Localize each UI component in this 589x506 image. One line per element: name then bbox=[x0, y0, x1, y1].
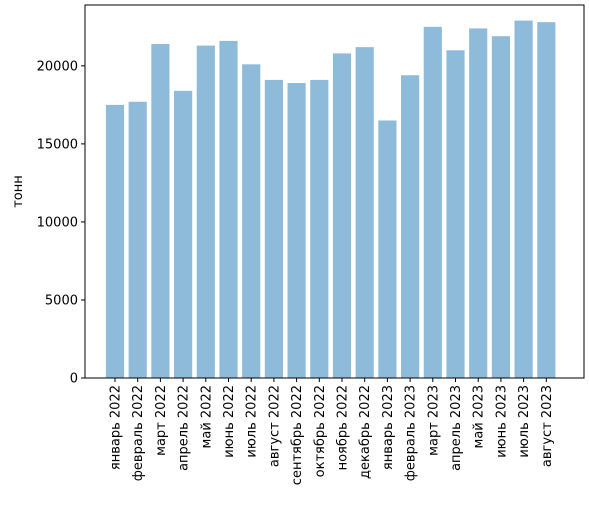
x-tick-label: октябрь 2022 bbox=[313, 385, 328, 477]
bar bbox=[401, 75, 420, 378]
x-tick-label: ноябрь 2022 bbox=[336, 385, 351, 470]
x-tick-label: май 2023 bbox=[472, 385, 487, 448]
x-tick-label: июнь 2022 bbox=[222, 385, 237, 458]
bars-group bbox=[105, 20, 556, 379]
x-tick-label: февраль 2022 bbox=[131, 385, 146, 481]
y-tick-label: 20000 bbox=[37, 59, 78, 74]
bar bbox=[491, 36, 510, 379]
y-tick-label: 5000 bbox=[45, 293, 78, 308]
x-tick-label: июнь 2023 bbox=[494, 385, 509, 458]
bar bbox=[264, 79, 283, 378]
bar bbox=[423, 26, 442, 378]
bar bbox=[219, 40, 238, 379]
bar bbox=[128, 101, 147, 378]
bar bbox=[174, 90, 193, 378]
x-tick-label: январь 2022 bbox=[109, 385, 124, 470]
x-tick-label: март 2023 bbox=[426, 385, 441, 456]
x-tick-label: август 2022 bbox=[267, 385, 282, 467]
x-tick-label: март 2022 bbox=[154, 385, 169, 456]
y-axis-label: тонн bbox=[11, 175, 26, 208]
x-tick-label: август 2023 bbox=[540, 385, 555, 467]
bar bbox=[537, 22, 556, 378]
plot-frame bbox=[84, 4, 585, 379]
bar bbox=[287, 83, 306, 378]
bar bbox=[469, 28, 488, 378]
x-tick-label: сентябрь 2022 bbox=[290, 385, 305, 485]
x-tick-label: декабрь 2022 bbox=[358, 385, 373, 479]
bar bbox=[332, 53, 352, 378]
bar bbox=[378, 120, 397, 379]
bar bbox=[105, 104, 125, 378]
y-tick-label: 10000 bbox=[37, 215, 78, 230]
bar bbox=[446, 50, 465, 378]
x-tick-label: апрель 2022 bbox=[177, 385, 192, 471]
x-tick-label: апрель 2023 bbox=[449, 385, 464, 471]
bar bbox=[310, 79, 329, 378]
y-axis: 0 5000 10000 15000 20000 bbox=[37, 59, 85, 387]
y-tick-label: 0 bbox=[70, 372, 78, 387]
x-tick-label: январь 2023 bbox=[381, 385, 396, 470]
x-tick-label: февраль 2023 bbox=[404, 385, 419, 481]
x-tick-label: июль 2022 bbox=[245, 385, 260, 458]
x-tick-label: май 2022 bbox=[199, 385, 214, 448]
bar bbox=[196, 45, 215, 378]
x-tick-label: июль 2023 bbox=[517, 385, 532, 458]
bar bbox=[151, 44, 170, 379]
bar bbox=[355, 47, 374, 378]
bar bbox=[242, 64, 261, 378]
y-tick-label: 15000 bbox=[37, 137, 78, 152]
x-axis: январь 2022 февраль 2022 март 2022 апрель 2… bbox=[109, 378, 555, 485]
bar bbox=[514, 20, 533, 379]
